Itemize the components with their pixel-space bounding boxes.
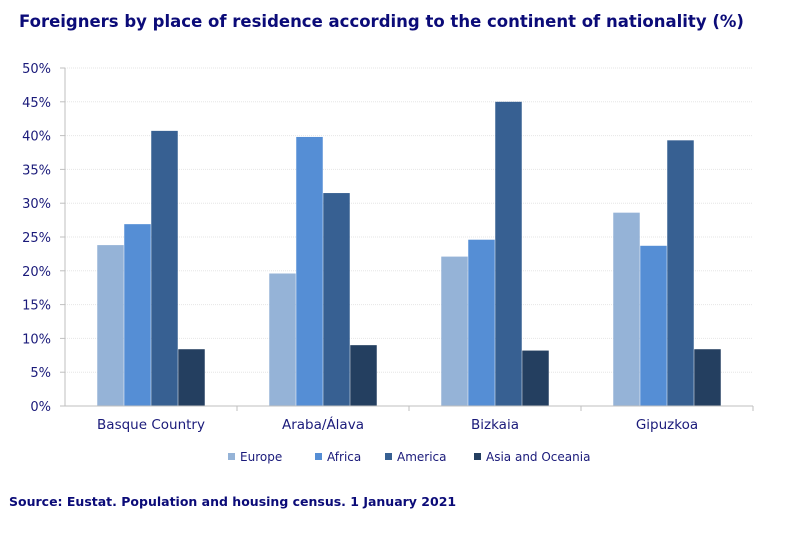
bar-asia-and-oceania-gipuzkoa bbox=[694, 349, 721, 406]
y-tick-label: 35% bbox=[22, 163, 51, 178]
bar-asia-and-oceania-araba-alava bbox=[350, 345, 377, 406]
bar-africa-gipuzkoa bbox=[640, 245, 667, 406]
source-note: Source: Eustat. Population and housing c… bbox=[9, 494, 457, 509]
y-tick-label: 40% bbox=[22, 130, 51, 145]
x-category-label: Gipuzkoa bbox=[636, 417, 698, 433]
bar-asia-and-oceania-basque-country bbox=[178, 349, 205, 406]
y-tick-label: 20% bbox=[22, 265, 51, 280]
chart-title: Foreigners by place of residence accordi… bbox=[19, 12, 744, 31]
legend-label-africa: Africa bbox=[327, 450, 361, 464]
bar-europe-araba-alava bbox=[269, 273, 296, 406]
bar-africa-araba-alava bbox=[296, 136, 323, 406]
legend-swatch-asia-and-oceania bbox=[474, 453, 481, 460]
bar-america-araba-alava bbox=[323, 193, 350, 406]
legend-label-america: America bbox=[397, 450, 447, 464]
y-tick-label: 45% bbox=[22, 96, 51, 111]
legend-swatch-africa bbox=[315, 453, 322, 460]
bars bbox=[97, 101, 721, 407]
bar-europe-bizkaia bbox=[441, 256, 468, 406]
x-category-labels: Basque Country Araba/Álava Bizkaia Gipuzkoa bbox=[97, 416, 698, 433]
axes bbox=[60, 67, 754, 411]
y-tick-label: 0% bbox=[30, 400, 51, 415]
y-tick-label: 30% bbox=[22, 197, 51, 212]
gridlines bbox=[65, 67, 753, 373]
legend: Europe Africa America Asia and Oceania bbox=[228, 450, 590, 464]
y-tick-label: 15% bbox=[22, 299, 51, 314]
y-tick-labels: 0% 5% 10% 15% 20% 25% 30% 35% 40% 45% 50% bbox=[22, 62, 51, 415]
legend-label-asia-and-oceania: Asia and Oceania bbox=[486, 450, 590, 464]
legend-swatch-europe bbox=[228, 453, 235, 460]
x-category-label: Araba/Álava bbox=[282, 416, 364, 433]
bar-africa-bizkaia bbox=[468, 239, 495, 406]
y-tick-label: 10% bbox=[22, 332, 51, 347]
bar-asia-and-oceania-bizkaia bbox=[522, 350, 549, 406]
bar-europe-gipuzkoa bbox=[613, 212, 640, 406]
x-category-label: Basque Country bbox=[97, 417, 205, 433]
y-tick-label: 25% bbox=[22, 231, 51, 246]
legend-label-europe: Europe bbox=[240, 450, 282, 464]
bar-africa-basque-country bbox=[124, 224, 151, 406]
legend-swatch-america bbox=[385, 453, 392, 460]
bar-america-bizkaia bbox=[495, 101, 522, 407]
x-category-label: Bizkaia bbox=[471, 417, 519, 433]
y-tick-label: 5% bbox=[30, 366, 51, 381]
y-tick-label: 50% bbox=[22, 62, 51, 77]
bar-europe-basque-country bbox=[97, 245, 124, 406]
bar-america-gipuzkoa bbox=[667, 140, 694, 406]
bar-america-basque-country bbox=[151, 130, 178, 407]
